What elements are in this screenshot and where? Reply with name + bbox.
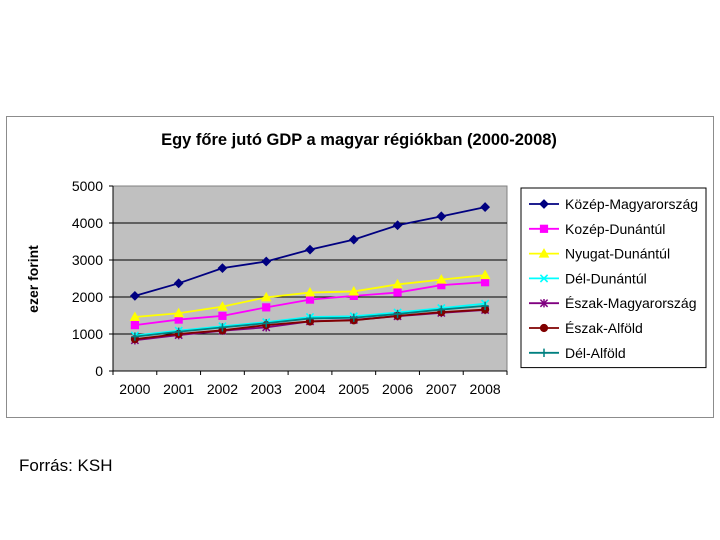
data-point [479, 269, 491, 280]
data-point [393, 288, 402, 297]
data-point [348, 234, 359, 245]
legend-swatch-marker [539, 299, 549, 308]
data-point [306, 314, 314, 323]
data-point [305, 295, 315, 304]
series-0 [129, 202, 491, 301]
plot-area: 0 1000 2000 3000 4000 5000 2000 2001 2002 2003 200… [72, 178, 508, 397]
legend-item: Nyugat-Dunántúl [529, 246, 670, 262]
x-tick-label: 2005 [338, 381, 369, 397]
legend-item: Dél-Alföld [529, 345, 626, 361]
x-tick-label: 2000 [119, 381, 150, 397]
y-tick-label: 0 [95, 363, 103, 379]
data-point [348, 285, 360, 296]
legend-label: Dél-Alföld [565, 345, 626, 361]
legend: Közép-Magyarország Kozép-Dunántúl Nyugat-D… [520, 187, 707, 369]
data-point [129, 311, 141, 321]
y-tick-label: 2000 [72, 289, 103, 305]
legend-item: Észak-Alföld [529, 320, 643, 336]
data-point [305, 244, 315, 255]
data-point [350, 313, 358, 322]
line-chart: Egy főre jutó GDP a magyar régiókban (20… [25, 131, 707, 397]
legend-swatch-marker [540, 348, 548, 357]
marker-stroke [539, 274, 549, 283]
data-point [437, 305, 445, 314]
x-tick-label: 2001 [163, 381, 194, 397]
legend-swatch-marker [538, 248, 550, 258]
data-point [392, 220, 403, 231]
data-point [217, 301, 228, 311]
y-tick-label: 4000 [72, 215, 103, 231]
series-2 [129, 269, 491, 321]
series-6 [131, 301, 489, 341]
data-point [218, 323, 227, 332]
x-tick-label: 2004 [294, 381, 325, 397]
legend-item: Kozép-Dunántúl [529, 221, 665, 237]
data-point [129, 290, 140, 301]
x-tick-label: 2006 [382, 381, 413, 397]
legend-label: Kozép-Dunántúl [565, 221, 665, 237]
data-point [175, 327, 183, 336]
legend-label: Észak-Alföld [565, 320, 643, 336]
legend-label: Nyugat-Dunántúl [565, 246, 670, 262]
y-tick-label: 5000 [72, 178, 103, 194]
data-point [130, 321, 139, 330]
legend-swatch-marker [539, 224, 549, 233]
data-point [260, 291, 272, 302]
series-1 [130, 278, 490, 330]
data-point [173, 278, 184, 289]
legend-item: Észak-Magyarország [529, 295, 697, 311]
data-point [262, 319, 270, 328]
data-point [393, 309, 402, 319]
data-point [480, 202, 491, 212]
legend-label: Észak-Magyarország [565, 295, 697, 311]
data-point [131, 332, 139, 341]
data-point [435, 274, 447, 284]
data-point [481, 301, 489, 311]
data-point [218, 311, 227, 320]
x-tick-label: 2003 [251, 381, 282, 397]
data-point [392, 278, 403, 289]
data-point [262, 303, 271, 312]
y-tick-label: 1000 [72, 326, 103, 342]
source-note: Forrás: KSH [19, 456, 113, 475]
data-point [304, 287, 316, 297]
chart-frame: Egy főre jutó GDP a magyar régiókban (20… [6, 116, 714, 418]
legend-item: Dél-Dunántúl [529, 270, 647, 286]
legend-swatch-marker [539, 323, 549, 333]
legend-swatch-marker [539, 199, 549, 209]
y-axis-label: ezer forint [25, 245, 41, 313]
chart-title: Egy főre jutó GDP a magyar régiókban (20… [161, 131, 557, 149]
data-point [436, 211, 447, 222]
data-point [481, 278, 490, 287]
data-point [173, 307, 185, 318]
x-tick-label: 2002 [207, 381, 238, 397]
y-tick-label: 3000 [72, 252, 103, 268]
data-point [217, 263, 228, 274]
data-point [261, 256, 272, 267]
legend-label: Dél-Dunántúl [565, 270, 647, 286]
legend-label: Közép-Magyarország [565, 196, 698, 212]
x-tick-label: 2008 [470, 381, 501, 397]
legend-swatch-marker [539, 274, 549, 283]
x-tick-label: 2007 [426, 381, 457, 397]
legend-item: Közép-Magyarország [529, 196, 698, 212]
